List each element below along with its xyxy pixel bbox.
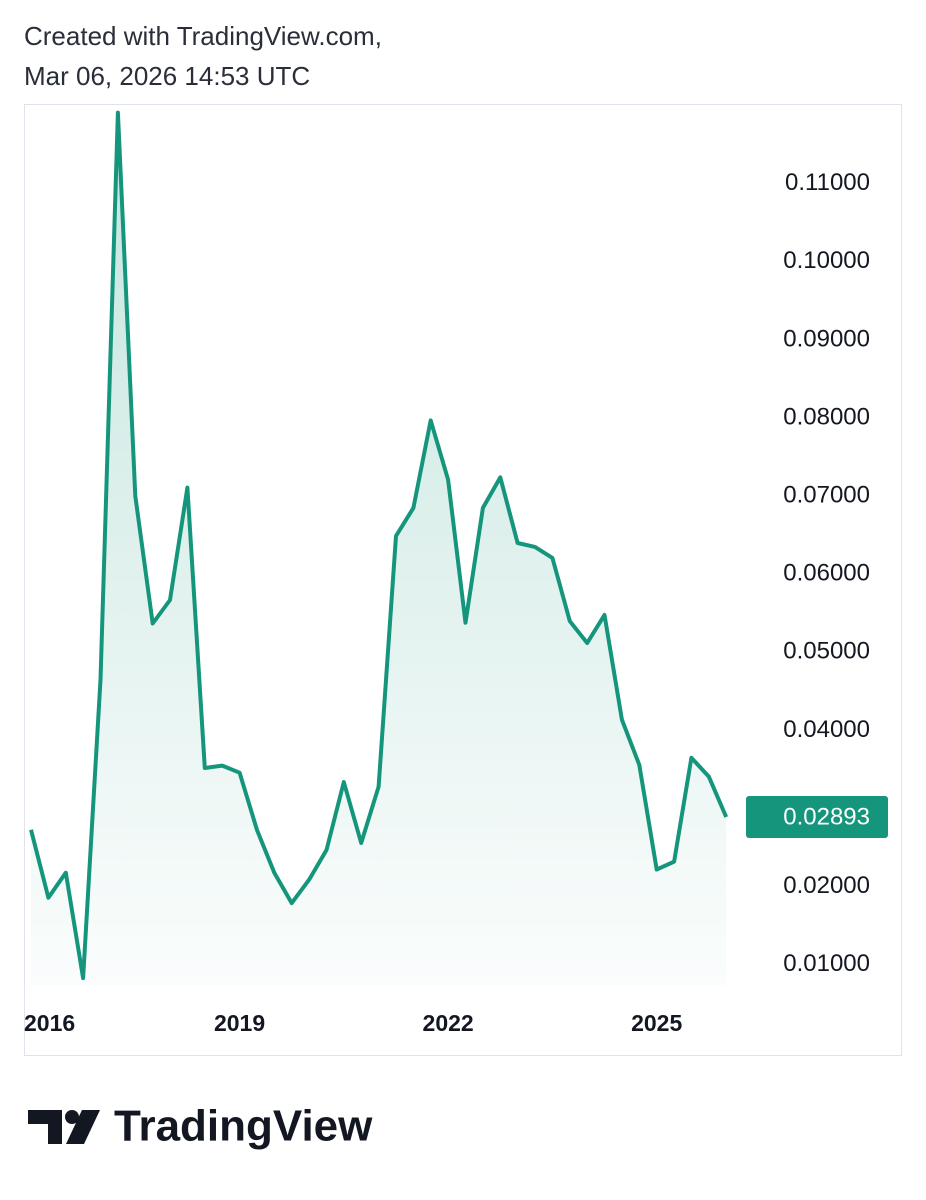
y-tick-label: 0.04000 — [783, 716, 870, 743]
y-tick-label: 0.11000 — [785, 169, 870, 196]
brand: TradingView — [114, 1102, 373, 1151]
logo: TradingView — [28, 1102, 373, 1151]
y-tick-label: 0.06000 — [783, 560, 870, 587]
y-tick-label: 0.01000 — [783, 950, 870, 977]
x-tick-label: 2022 — [423, 1010, 474, 1036]
y-tick-label: 0.07000 — [783, 481, 870, 508]
header-line: Mar 06, 2026 14:53 UTC — [24, 61, 310, 91]
y-tick-label: 0.05000 — [783, 638, 870, 665]
header-line: Created with TradingView.com, — [24, 21, 382, 51]
x-tick-label: 2016 — [24, 1010, 75, 1036]
x-tick-label: 2019 — [214, 1010, 265, 1036]
y-tick-label: 0.08000 — [783, 403, 870, 430]
panel — [24, 104, 902, 1056]
line — [29, 110, 729, 981]
area — [31, 112, 727, 986]
plot: 0.01000 0.02000 0.04000 0.05000 0.06000 0.070… — [24, 110, 888, 1036]
y-tick-label: 0.10000 — [783, 247, 870, 274]
last-value-tag — [746, 795, 888, 838]
y-tick-label: 0.02000 — [783, 872, 870, 899]
x-tick-label: 2025 — [631, 1010, 682, 1036]
last-value-label: 0.02893 — [783, 803, 870, 830]
y-tick-label: 0.09000 — [783, 325, 870, 352]
